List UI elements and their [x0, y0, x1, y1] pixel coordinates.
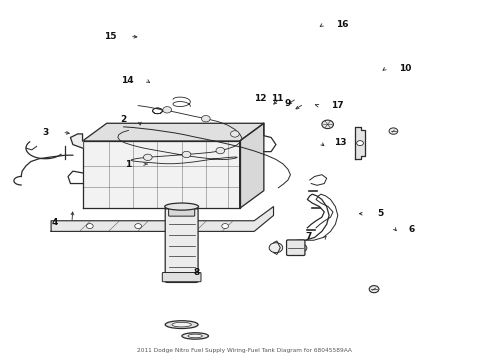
Ellipse shape: [165, 321, 198, 329]
Circle shape: [201, 116, 210, 122]
Circle shape: [222, 224, 228, 229]
Polygon shape: [354, 127, 365, 159]
Text: 2011 Dodge Nitro Fuel Supply Wiring-Fuel Tank Diagram for 68045589AA: 2011 Dodge Nitro Fuel Supply Wiring-Fuel…: [137, 348, 351, 353]
Circle shape: [296, 244, 306, 252]
Circle shape: [135, 224, 141, 229]
Circle shape: [182, 151, 190, 158]
Circle shape: [368, 285, 378, 293]
Circle shape: [230, 131, 239, 137]
Ellipse shape: [182, 333, 208, 339]
Text: 3: 3: [42, 128, 49, 137]
Text: 13: 13: [333, 138, 346, 147]
FancyBboxPatch shape: [168, 208, 194, 216]
Ellipse shape: [164, 203, 198, 210]
Polygon shape: [51, 207, 273, 231]
Polygon shape: [82, 123, 264, 141]
Polygon shape: [70, 134, 82, 148]
Text: 2: 2: [120, 115, 126, 124]
Text: 14: 14: [121, 76, 133, 85]
Circle shape: [268, 243, 282, 253]
FancyBboxPatch shape: [162, 273, 201, 282]
Text: 7: 7: [305, 232, 311, 241]
Text: 9: 9: [284, 99, 290, 108]
Text: 16: 16: [336, 20, 348, 29]
Circle shape: [183, 224, 189, 229]
FancyBboxPatch shape: [286, 240, 305, 256]
Circle shape: [321, 120, 333, 129]
Text: 12: 12: [253, 94, 265, 103]
Text: 10: 10: [398, 64, 411, 73]
Text: 6: 6: [408, 225, 414, 234]
Circle shape: [163, 107, 171, 113]
Circle shape: [143, 154, 152, 161]
Text: 15: 15: [103, 32, 116, 41]
Text: 4: 4: [52, 218, 58, 227]
Polygon shape: [82, 141, 239, 208]
Ellipse shape: [172, 322, 191, 327]
Ellipse shape: [187, 334, 202, 338]
Circle shape: [216, 147, 224, 154]
Text: 1: 1: [124, 159, 131, 168]
Text: 17: 17: [331, 101, 344, 110]
Text: 11: 11: [270, 94, 283, 103]
Circle shape: [388, 128, 397, 134]
Circle shape: [86, 224, 93, 229]
FancyBboxPatch shape: [165, 209, 198, 283]
Circle shape: [356, 141, 363, 145]
Polygon shape: [239, 123, 264, 208]
Text: 5: 5: [377, 209, 383, 218]
Text: 8: 8: [193, 267, 200, 276]
